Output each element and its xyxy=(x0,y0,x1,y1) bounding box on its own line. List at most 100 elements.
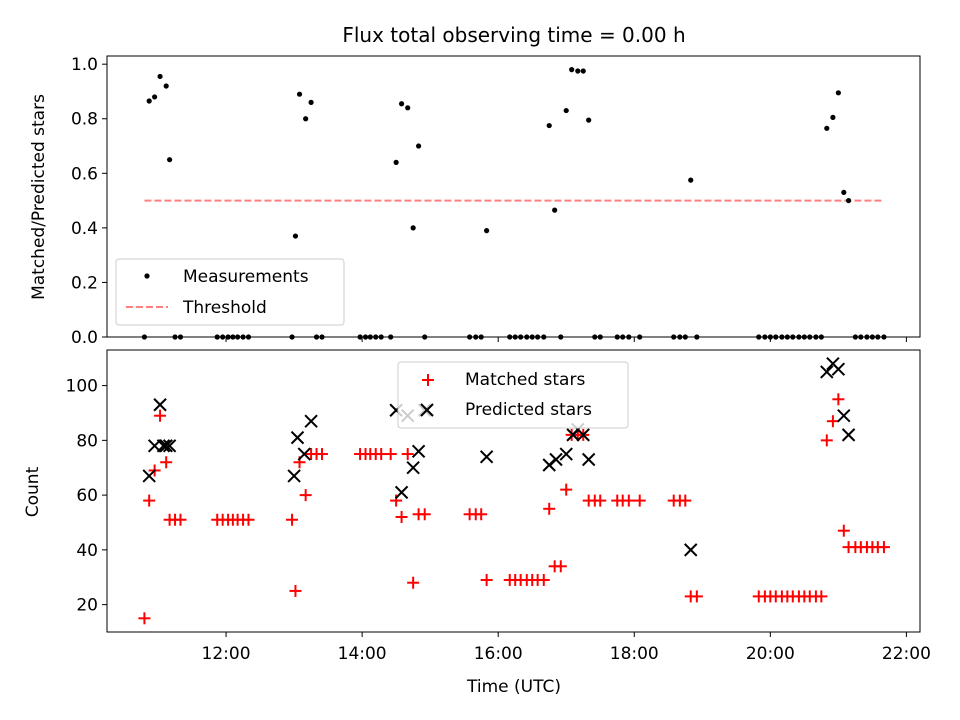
top-legend-frame xyxy=(115,258,345,326)
matched-star-point xyxy=(543,502,556,515)
measurement-point xyxy=(586,117,592,123)
predicted-star-point xyxy=(831,362,846,376)
measurement-point xyxy=(163,83,169,89)
measurement-point xyxy=(835,90,841,96)
bottom-x-tick-label: 14:00 xyxy=(338,644,387,664)
predicted-star-point xyxy=(142,469,156,483)
bottom-y-axis-label: Count xyxy=(23,466,43,517)
matched-star-point xyxy=(143,494,156,507)
bottom-x-tick-label: 18:00 xyxy=(610,644,659,664)
predicted-star-point xyxy=(820,365,834,379)
predicted-star-point xyxy=(837,409,851,423)
matched-star-point xyxy=(174,513,187,526)
matched-star-point xyxy=(384,448,397,461)
predicted-star-point xyxy=(156,439,171,453)
matched-star-point xyxy=(594,494,607,507)
bottom-y-tick-label: 20 xyxy=(76,596,98,616)
matched-star-point xyxy=(820,434,833,447)
bottom-x-tick-label: 20:00 xyxy=(746,644,795,664)
top-y-tick-label: 0.2 xyxy=(71,273,98,293)
top-x-ticks xyxy=(225,337,907,342)
matched-star-point xyxy=(537,573,550,586)
top-panel: 0.0 0.2 0.4 0.6 0.8 1.0 Matched/Predicted sta… xyxy=(29,55,921,348)
measurement-point xyxy=(303,116,309,122)
matched-star-point xyxy=(679,494,692,507)
measurement-point xyxy=(146,98,152,104)
legend-matched-marker xyxy=(422,374,434,386)
measurement-point xyxy=(841,189,847,196)
measurement-point xyxy=(405,105,411,111)
matched-star-point xyxy=(622,494,635,507)
legend-matched-label: Matched stars xyxy=(465,370,585,390)
matched-star-point xyxy=(242,513,255,526)
predicted-star-point xyxy=(297,447,312,461)
legend-predicted-label: Predicted stars xyxy=(465,400,592,420)
top-y-tick-label: 0.8 xyxy=(71,110,98,130)
predicted-star-point xyxy=(841,428,856,442)
bottom-panel: 12:00 14:00 16:00 18:00 20:00 22:00 20 40 60 80 1… xyxy=(23,349,931,697)
bottom-y-tick-label: 80 xyxy=(76,431,98,451)
matched-star-point xyxy=(154,409,167,422)
predicted-star-point xyxy=(290,430,305,445)
matched-star-point xyxy=(401,448,414,461)
bottom-x-axis: 12:00 14:00 16:00 18:00 20:00 22:00 xyxy=(202,632,931,664)
predicted-star-point xyxy=(479,450,494,464)
bottom-x-axis-label: Time (UTC) xyxy=(466,677,561,697)
measurement-point xyxy=(830,114,836,120)
top-y-axis: 0.0 0.2 0.4 0.6 0.8 1.0 xyxy=(71,55,107,348)
predicted-star-point xyxy=(576,428,590,442)
predicted-star-point xyxy=(162,439,177,453)
measurement-point xyxy=(845,197,852,204)
bottom-x-tick-label: 16:00 xyxy=(474,644,523,664)
matched-star-point xyxy=(299,489,312,502)
measurement-point xyxy=(308,99,314,105)
predicted-star-point xyxy=(581,452,596,467)
measurement-point xyxy=(393,159,399,165)
bottom-legend: Matched stars Predicted stars xyxy=(397,361,629,429)
measurement-point xyxy=(580,68,586,74)
bottom-y-tick-label: 100 xyxy=(66,377,98,397)
measurement-point xyxy=(569,67,575,73)
legend-predicted-marker xyxy=(420,403,434,417)
top-y-axis-label: Matched/Predicted stars xyxy=(29,94,49,300)
legend-threshold-label: Threshold xyxy=(182,298,267,318)
matched-star-point xyxy=(554,560,567,573)
measurement-point xyxy=(484,228,490,234)
predicted-star-point xyxy=(394,485,409,500)
figure-title: Flux total observing time = 0.00 h xyxy=(342,23,685,47)
measurement-point xyxy=(152,94,158,100)
matched-star-point xyxy=(560,483,573,496)
measurement-point xyxy=(563,107,569,114)
legend-measurements-marker xyxy=(144,273,150,279)
bottom-x-tick-label: 22:00 xyxy=(882,644,931,664)
measurement-point xyxy=(296,91,303,97)
top-y-tick-label: 1.0 xyxy=(71,55,98,75)
measurement-point xyxy=(398,101,405,107)
bottom-y-axis: 20 40 60 80 100 xyxy=(66,377,107,616)
top-y-tick-label: 0.6 xyxy=(71,164,98,184)
matched-star-point xyxy=(395,511,408,524)
measurement-point xyxy=(292,233,299,239)
matched-star-point xyxy=(877,541,890,554)
bottom-y-tick-label: 60 xyxy=(76,486,98,506)
predicted-star-point xyxy=(304,414,318,428)
matched-star-point xyxy=(475,508,488,521)
matched-star-point xyxy=(289,584,302,597)
predicted-star-point xyxy=(159,439,173,453)
matched-star-point xyxy=(837,524,850,537)
predicted-star-point xyxy=(549,452,563,467)
matched-star-point xyxy=(390,494,403,507)
top-legend: Measurements Threshold xyxy=(115,258,345,326)
measurement-point xyxy=(415,143,422,149)
matched-star-point xyxy=(138,612,151,625)
matched-star-point xyxy=(286,513,299,526)
bottom-legend-frame xyxy=(397,361,629,429)
top-y-tick-label: 0.0 xyxy=(71,328,98,348)
bottom-y-tick-label: 40 xyxy=(76,541,98,561)
measurement-point xyxy=(824,125,830,131)
matched-star-point xyxy=(826,415,839,428)
measurement-point xyxy=(575,68,581,74)
measurement-point xyxy=(552,207,558,213)
matched-star-point xyxy=(832,393,845,406)
predicted-star-point xyxy=(406,461,420,475)
